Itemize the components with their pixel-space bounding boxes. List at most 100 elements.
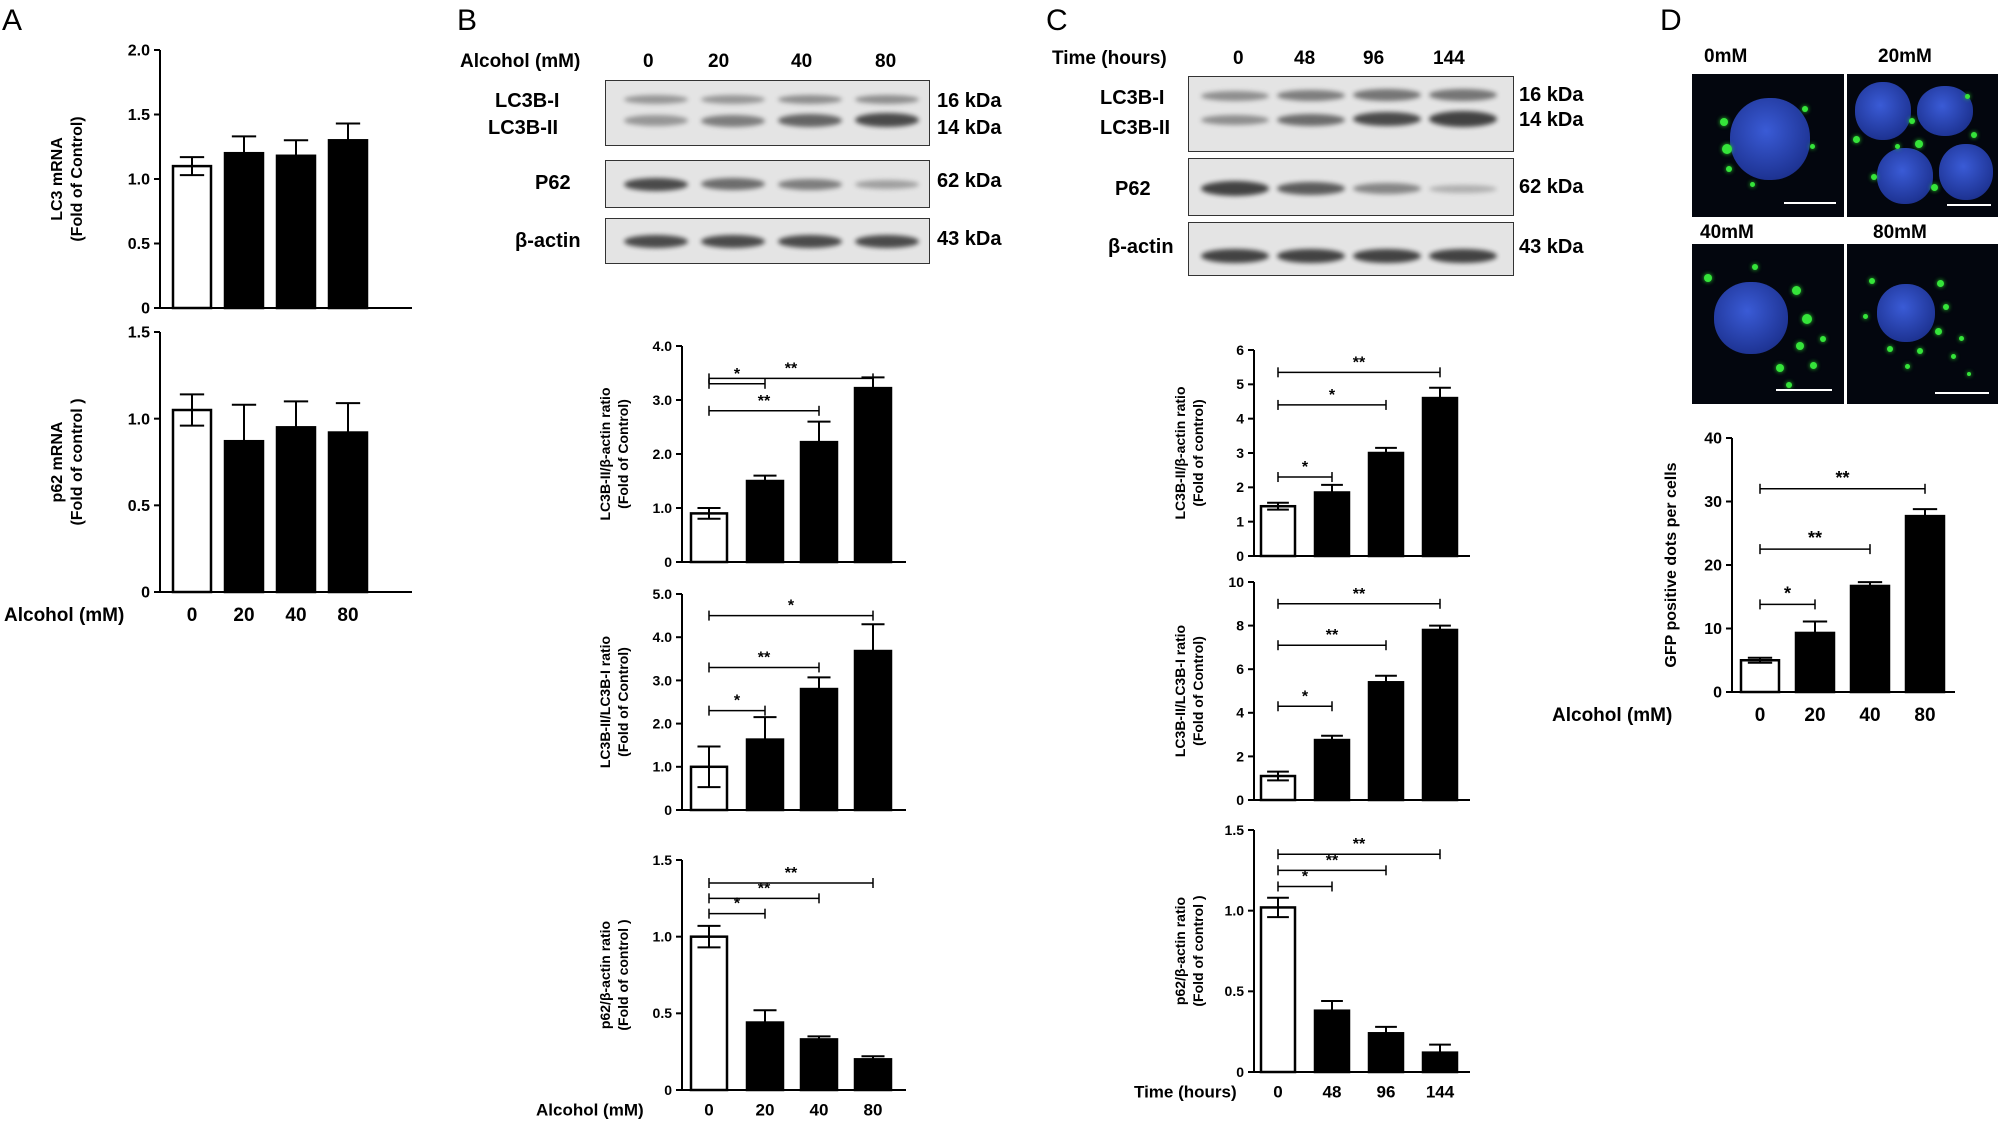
blot-b-lc3-strip (605, 80, 930, 146)
chart-b1-sig-label-2: ** (785, 360, 798, 377)
chart-d1-ytick-label-4: 40 (1704, 431, 1722, 448)
chart-b3-ylabel-0: p62/β-actin ratio (597, 921, 613, 1029)
chart-d1-sig-label-0: * (1784, 583, 1791, 603)
chart-b1-ylabel-0: LC3B-II/β-actin ratio (597, 388, 613, 521)
chart-a2-ylabel-1: (Fold of control ) (69, 398, 86, 525)
chart-c1-bar-0 (1259, 504, 1297, 558)
chart-c2-sig-label-0: * (1302, 688, 1309, 705)
chart-c1-sig-label-0: * (1302, 459, 1309, 476)
chart-c3-bar-3 (1421, 1051, 1459, 1074)
chart-b2-ytick-label-4: 4.0 (653, 629, 673, 645)
chart-c2-bar-1 (1313, 738, 1351, 802)
chart-c3-xtick-label-0: 0 (1273, 1083, 1282, 1102)
chart-d1-bar-3 (1904, 514, 1946, 694)
chart-d1-ytick-label-3: 30 (1704, 494, 1722, 511)
chart-b3-xtick-label-1: 20 (756, 1101, 775, 1120)
chart-d1-xtick-label-0: 0 (1755, 705, 1766, 726)
micrograph-label-80mm: 80mM (1873, 222, 1927, 243)
chart-c2-ytick-label-3: 6 (1236, 661, 1244, 677)
panel-label-b: B (457, 4, 478, 37)
chart-a1-bar-0 (171, 164, 213, 310)
chart-c2-bar-3 (1421, 628, 1459, 802)
chart-b3-bar-2 (799, 1038, 839, 1092)
chart-b1-ytick-label-4: 4.0 (653, 338, 673, 354)
chart-b1-sig-label-1: ** (758, 393, 771, 410)
chart-b2-ylabel-1: (Fold of Control) (615, 647, 631, 757)
chart-d1-bar-1 (1794, 631, 1836, 694)
blot-c-header-label: Time (hours) (1052, 48, 1167, 69)
chart-b1-sig-label-0: * (734, 366, 741, 383)
chart-c3-sig-label-2: ** (1353, 836, 1366, 853)
chart-b3-sig-label-0: * (734, 896, 741, 913)
blot-c-row-lc3b-ii: LC3B-II (1100, 117, 1170, 139)
chart-c2-ytick-label-1: 2 (1236, 748, 1244, 764)
chart-a2-xtick-label-2: 40 (285, 605, 306, 626)
chart-c1-bar-3 (1421, 396, 1459, 558)
chart-c2-ytick-label-2: 4 (1236, 705, 1244, 721)
chart-a2-ytick-label-0: 0 (141, 585, 150, 602)
chart-b2-ytick-label-0: 0 (664, 802, 672, 818)
blot-c-kda-p62: 62 kDa (1519, 176, 1584, 198)
chart-c3-ylabel-1: (Fold of control ) (1190, 895, 1206, 1006)
chart-b2-ylabel-0: LC3B-II/LC3B-I ratio (597, 636, 613, 768)
chart-a1-ytick-label-0: 0 (141, 301, 150, 318)
chart-d1-ylabel-0: GFP positive dots per cells (1663, 462, 1680, 667)
chart-c3-sig-label-0: * (1302, 868, 1309, 885)
chart-c1-ytick-label-5: 5 (1236, 376, 1244, 392)
blot-b-kda-p62: 62 kDa (937, 170, 1002, 192)
blot-b-kda-lc3b-i: 16 kDa (937, 90, 1002, 112)
chart-a2-ytick-label-2: 1.0 (128, 411, 150, 428)
micrograph-20mm (1846, 73, 1999, 218)
chart-b2-ytick-label-5: 5.0 (653, 586, 673, 602)
chart-a2-bar-3 (327, 431, 369, 594)
chart-c1-ytick-label-2: 2 (1236, 479, 1244, 495)
chart-c1-ylabel-0: LC3B-II/β-actin ratio (1172, 387, 1188, 520)
blot-b-lane-3: 80 (875, 51, 897, 72)
chart-c1-bar-1 (1313, 491, 1351, 558)
chart-c3-bar-0 (1259, 906, 1297, 1074)
chart-b1-bar-1 (745, 479, 785, 564)
chart-b3-xtick-label-3: 80 (864, 1101, 883, 1120)
chart-c2-ylabel-1: (Fold of Control) (1190, 636, 1206, 746)
chart-b1-ylabel-1: (Fold of Control) (615, 399, 631, 509)
chart-b3-bar-1 (745, 1021, 785, 1092)
chart-c2-ytick-label-5: 10 (1228, 574, 1244, 590)
panel-label-a: A (2, 4, 23, 37)
chart-b2-ytick-label-1: 1.0 (653, 759, 673, 775)
blot-b-lane-0: 0 (643, 51, 654, 72)
micrograph-label-20mm: 20mM (1878, 46, 1932, 67)
chart-b3-ytick-label-1: 0.5 (653, 1005, 673, 1021)
blot-b-row-p62: P62 (535, 172, 571, 194)
chart-a1-bar-2 (275, 154, 317, 310)
chart-c3-ytick-label-0: 0 (1236, 1064, 1244, 1080)
chart-a1-bar-3 (327, 139, 369, 310)
blot-c-kda-lc3b-i: 16 kDa (1519, 84, 1584, 106)
chart-c1-ytick-label-0: 0 (1236, 548, 1244, 564)
blot-b-header-label: Alcohol (mM) (460, 51, 581, 72)
chart-d1-sig-label-2: ** (1835, 468, 1849, 488)
chart-c1-sig-label-2: ** (1353, 354, 1366, 371)
micrograph-40mm (1691, 243, 1845, 405)
chart-a2-bar-1 (223, 439, 265, 594)
chart-c1-ytick-label-3: 3 (1236, 445, 1244, 461)
chart-b1-bar-2 (799, 440, 839, 564)
blot-c-row-p62: P62 (1115, 178, 1151, 200)
blot-c-row-beta-actin: β-actin (1108, 236, 1174, 258)
chart-b2-sig-label-2: * (788, 598, 795, 615)
panel-label-c: C (1046, 4, 1068, 37)
micrograph-label-0mm: 0mM (1704, 46, 1748, 67)
chart-b2-sig-label-1: ** (758, 649, 771, 666)
blot-b-kda-beta-actin: 43 kDa (937, 228, 1002, 250)
chart-b1-ytick-label-3: 3.0 (653, 392, 673, 408)
chart-a1-ylabel-0: LC3 mRNA (49, 137, 66, 221)
blot-b-row-beta-actin: β-actin (515, 230, 581, 252)
chart-a2-ytick-label-3: 1.5 (128, 325, 150, 342)
chart-b2-bar-2 (799, 687, 839, 812)
chart-c2-bar-2 (1367, 681, 1405, 802)
chart-a2-bar-2 (275, 426, 317, 594)
blot-c-lc3-strip (1188, 76, 1514, 152)
blot-b-row-lc3b-i: LC3B-I (495, 90, 560, 112)
blot-c-actin-strip (1188, 222, 1514, 276)
chart-d1-xlabel: Alcohol (mM) (1552, 705, 1672, 726)
